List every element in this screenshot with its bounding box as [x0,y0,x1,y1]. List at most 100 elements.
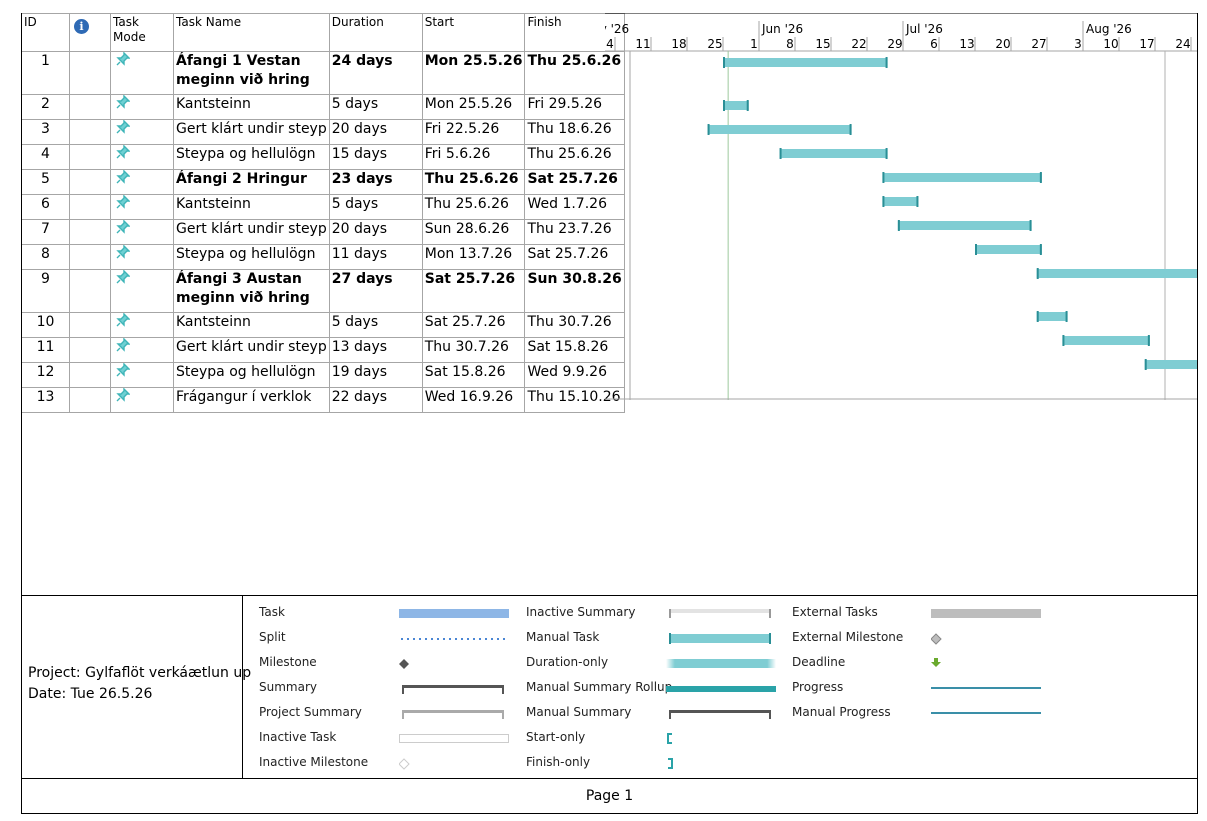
row-start[interactable]: Thu 25.6.26 [421,169,526,195]
row-finish[interactable]: Thu 15.10.26 [524,387,625,413]
table-row[interactable]: 9 Áfangi 3 Austan meginn við hring 27 days… [21,269,625,313]
pushpin-icon [113,270,171,295]
table-row[interactable]: 6 Kantsteinn 5 days Thu 25.6.26 Wed 1.7.26 [21,194,625,220]
legend-symbol-task [399,606,511,625]
row-id[interactable]: 9 [21,269,70,313]
row-start[interactable]: Sat 25.7.26 [421,312,526,338]
row-finish[interactable]: Thu 25.6.26 [524,144,625,170]
row-task-name[interactable]: Kantsteinn [173,312,330,338]
row-duration[interactable]: 24 days [328,51,423,95]
row-task-mode[interactable] [110,387,174,413]
row-task-mode[interactable] [110,119,174,145]
row-id[interactable]: 5 [21,169,70,195]
week-label: 3 [1074,37,1082,51]
gantt-bar[interactable] [897,220,1032,231]
row-start[interactable]: Mon 25.5.26 [421,94,526,120]
row-duration[interactable]: 23 days [328,169,423,195]
table-row[interactable]: 13 Frágangur í verklok 22 days Wed 16.9.26 T… [21,387,625,413]
row-task-mode[interactable] [110,312,174,338]
row-task-name[interactable]: Áfangi 3 Austan meginn við hring [173,269,330,313]
row-indicators[interactable] [69,169,111,195]
row-start[interactable]: Thu 30.7.26 [421,337,526,363]
row-finish[interactable]: Thu 25.6.26 [524,51,625,95]
row-task-name[interactable]: Steypa og hellulögn [173,244,330,270]
row-start[interactable]: Thu 25.6.26 [421,194,526,220]
project-date: Date: Tue 26.5.26 [28,686,153,702]
row-finish[interactable]: Sun 30.8.26 [524,269,625,313]
week-label: 17 [1139,37,1154,51]
row-duration[interactable]: 27 days [328,269,423,313]
row-duration[interactable]: 20 days [328,219,423,245]
row-id[interactable]: 12 [21,362,70,388]
month-label: Jul '26 [905,22,943,36]
row-id[interactable]: 7 [21,219,70,245]
row-indicators[interactable] [69,194,111,220]
legend-symbol-deadline [931,656,1043,675]
pushpin-icon [113,170,171,194]
row-task-name[interactable]: Áfangi 2 Hringur [173,169,330,195]
row-start[interactable]: Fri 22.5.26 [421,119,526,145]
row-indicators[interactable] [69,94,111,120]
row-id[interactable]: 8 [21,244,70,270]
row-id[interactable]: 13 [21,387,70,413]
project-name: Project: Gylfaflöt verkáætlun up [28,665,252,681]
legend-symbol-progress [931,681,1043,700]
gantt-bar[interactable] [723,100,749,111]
info-icon: i [74,19,89,34]
gantt-bar[interactable] [1036,268,1198,279]
legend-label: Summary [259,680,317,694]
row-duration[interactable]: 5 days [328,94,423,120]
gantt-bar[interactable] [882,196,919,207]
legend-label: External Tasks [792,605,878,619]
row-duration[interactable]: 22 days [328,387,423,413]
row-indicators[interactable] [69,387,111,413]
row-start[interactable]: Mon 13.7.26 [421,244,526,270]
gantt-bar[interactable] [707,124,852,135]
header-id[interactable]: ID [21,13,70,52]
header-task-name[interactable]: Task Name [173,13,330,52]
legend-label: Manual Summary Rollup [526,680,673,694]
gantt-bar[interactable] [1062,335,1150,346]
row-task-mode[interactable] [110,244,174,270]
header-start[interactable]: Start [421,13,526,52]
row-duration[interactable]: 19 days [328,362,423,388]
row-id[interactable]: 10 [21,312,70,338]
table-row[interactable]: 11 Gert klárt undir steyp 13 days Thu 30.7.… [21,337,625,363]
row-duration[interactable]: 20 days [328,119,423,145]
gantt-bar[interactable] [1144,359,1198,370]
header-duration[interactable]: Duration [328,13,423,52]
table-row[interactable]: 12 Steypa og hellulögn 19 days Sat 15.8.26 W… [21,362,625,388]
gantt-bar[interactable] [1036,311,1068,322]
gantt-bar[interactable] [779,148,888,159]
row-task-name[interactable]: Frágangur í verklok [173,387,330,413]
gantt-bar[interactable] [975,244,1042,255]
row-task-mode[interactable] [110,269,174,313]
week-label: 22 [851,37,866,51]
header-indicators[interactable]: i [69,13,111,52]
row-task-name[interactable]: Steypa og hellulögn [173,144,330,170]
row-start[interactable]: Sun 28.6.26 [421,219,526,245]
row-task-mode[interactable] [110,94,174,120]
row-duration[interactable]: 5 days [328,194,423,220]
table-row[interactable]: 1 Áfangi 1 Vestan meginn við hring 24 days… [21,51,625,95]
table-row[interactable]: 10 Kantsteinn 5 days Sat 25.7.26 Thu 30.7.26 [21,312,625,338]
row-finish[interactable]: Sat 15.8.26 [524,337,625,363]
legend-label: Task [259,605,285,619]
pushpin-icon [113,313,171,337]
row-start[interactable]: Sat 15.8.26 [421,362,526,388]
row-finish[interactable]: Sat 25.7.26 [524,244,625,270]
week-label: 25 [707,37,722,51]
legend-label: Finish-only [526,755,591,769]
table-row[interactable]: 4 Steypa og hellulögn 15 days Fri 5.6.26 Thu… [21,144,625,170]
row-duration[interactable]: 5 days [328,312,423,338]
pushpin-icon [113,220,171,244]
pushpin-icon [113,245,171,269]
legend-symbol-summary [399,681,511,700]
row-id[interactable]: 4 [21,144,70,170]
table-row[interactable]: 8 Steypa og hellulögn 11 days Mon 13.7.26 Sa… [21,244,625,270]
header-task-mode[interactable]: Task Mode [110,13,174,52]
table-row[interactable]: 5 Áfangi 2 Hringur 23 days Thu 25.6.26 Sat 2… [21,169,625,195]
gantt-bar[interactable] [882,172,1042,183]
gantt-bar[interactable] [723,57,888,68]
row-finish[interactable]: Wed 9.9.26 [524,362,625,388]
